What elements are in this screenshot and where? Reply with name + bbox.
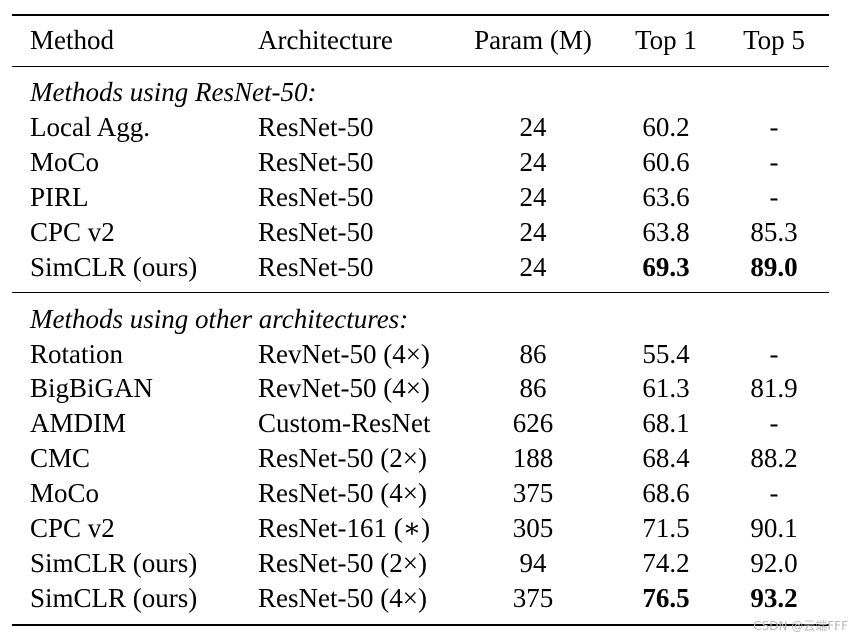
cell-top1: 55.4: [642, 339, 690, 369]
cell-top1: 60.6: [642, 147, 690, 177]
cell-architecture: RevNet-50 (4×): [258, 373, 430, 403]
cell-architecture: ResNet-50 (2×): [258, 548, 427, 578]
table-row: PIRL ResNet-50 24 63.6 -: [0, 180, 852, 214]
cell-top5: -: [769, 408, 779, 438]
table-row: SimCLR (ours) ResNet-50 (2×) 94 74.2 92.…: [0, 546, 852, 580]
cell-architecture: ResNet-50 (4×): [258, 583, 427, 613]
cell-top1: 68.6: [642, 478, 690, 508]
table-top-rule: [12, 14, 829, 16]
cell-top1: 76.5: [642, 583, 690, 613]
cell-param: 86: [519, 373, 547, 403]
column-header-architecture: Architecture: [258, 25, 393, 55]
cell-top5: -: [769, 182, 779, 212]
table-row: CMC ResNet-50 (2×) 188 68.4 88.2: [0, 441, 852, 475]
cell-method: Local Agg.: [30, 112, 150, 142]
cell-top5: -: [769, 339, 779, 369]
cell-architecture: ResNet-50: [258, 112, 374, 142]
section-title-resnet50: Methods using ResNet-50:: [30, 77, 317, 107]
cell-top1: 63.6: [642, 182, 690, 212]
cell-method: CMC: [30, 443, 91, 473]
table-row: BigBiGAN RevNet-50 (4×) 86 61.3 81.9: [0, 371, 852, 405]
cell-method: CPC v2: [30, 513, 115, 543]
cell-architecture: Custom-ResNet: [258, 408, 431, 438]
cell-method: SimCLR (ours): [30, 252, 198, 282]
cell-architecture: ResNet-50: [258, 182, 374, 212]
table-bottom-rule: [12, 624, 829, 626]
table-row: Local Agg. ResNet-50 24 60.2 -: [0, 110, 852, 144]
cell-top5: 88.2: [750, 443, 798, 473]
cell-method: PIRL: [30, 182, 89, 212]
watermark-text: CSDN @云端FFF: [753, 619, 848, 633]
header-rule: [12, 66, 829, 67]
cell-param: 94: [519, 548, 547, 578]
table-row: CPC v2 ResNet-161 (∗) 305 71.5 90.1: [0, 511, 852, 545]
cell-architecture: ResNet-161 (∗): [258, 513, 431, 543]
cell-method: SimCLR (ours): [30, 583, 198, 613]
column-header-top5: Top 5: [743, 25, 805, 55]
cell-param: 626: [512, 408, 554, 438]
section-title-other-architectures: Methods using other architectures:: [30, 304, 409, 334]
cell-top1: 61.3: [642, 373, 690, 403]
cell-method: MoCo: [30, 147, 100, 177]
cell-top1: 68.4: [642, 443, 690, 473]
cell-architecture: ResNet-50: [258, 252, 374, 282]
cell-method: Rotation: [30, 339, 123, 369]
cell-param: 24: [519, 147, 547, 177]
cell-method: MoCo: [30, 478, 100, 508]
cell-architecture: ResNet-50: [258, 217, 374, 247]
column-header-param: Param (M): [474, 25, 592, 55]
cell-top5: -: [769, 478, 779, 508]
cell-top1: 74.2: [642, 548, 690, 578]
cell-top1: 68.1: [642, 408, 690, 438]
cell-top5: 81.9: [750, 373, 798, 403]
column-header-top1: Top 1: [635, 25, 697, 55]
cell-top5: 92.0: [750, 548, 798, 578]
cell-param: 305: [512, 513, 554, 543]
cell-param: 188: [512, 443, 554, 473]
cell-architecture: ResNet-50: [258, 147, 374, 177]
table-row: SimCLR (ours) ResNet-50 (4×) 375 76.5 93…: [0, 581, 852, 615]
cell-architecture: ResNet-50 (2×): [258, 443, 427, 473]
table-row: MoCo ResNet-50 24 60.6 -: [0, 145, 852, 179]
cell-top5: 89.0: [750, 252, 798, 282]
cell-method: AMDIM: [30, 408, 127, 438]
table-row: CPC v2 ResNet-50 24 63.8 85.3: [0, 215, 852, 249]
cell-param: 24: [519, 217, 547, 247]
cell-param: 375: [512, 478, 554, 508]
cell-top1: 69.3: [642, 252, 690, 282]
cell-method: BigBiGAN: [30, 373, 154, 403]
cell-method: CPC v2: [30, 217, 115, 247]
cell-top1: 63.8: [642, 217, 690, 247]
cell-param: 375: [512, 583, 554, 613]
cell-top5: 93.2: [750, 583, 798, 613]
cell-param: 86: [519, 339, 547, 369]
cell-param: 24: [519, 112, 547, 142]
table-row: MoCo ResNet-50 (4×) 375 68.6 -: [0, 476, 852, 510]
column-header-method: Method: [30, 25, 114, 55]
cell-top1: 71.5: [642, 513, 690, 543]
cell-architecture: RevNet-50 (4×): [258, 339, 430, 369]
table-row: SimCLR (ours) ResNet-50 24 69.3 89.0: [0, 250, 852, 284]
cell-top5: 85.3: [750, 217, 798, 247]
section-divider-rule: [12, 292, 829, 293]
table-row: Rotation RevNet-50 (4×) 86 55.4 -: [0, 337, 852, 371]
cell-top5: -: [769, 112, 779, 142]
cell-architecture: ResNet-50 (4×): [258, 478, 427, 508]
cell-param: 24: [519, 252, 547, 282]
table-header-row: Method Architecture Param (M) Top 1 Top …: [0, 23, 852, 57]
cell-method: SimCLR (ours): [30, 548, 198, 578]
cell-param: 24: [519, 182, 547, 212]
cell-top5: 90.1: [750, 513, 798, 543]
cell-top5: -: [769, 147, 779, 177]
cell-top1: 60.2: [642, 112, 690, 142]
table-row: AMDIM Custom-ResNet 626 68.1 -: [0, 406, 852, 440]
